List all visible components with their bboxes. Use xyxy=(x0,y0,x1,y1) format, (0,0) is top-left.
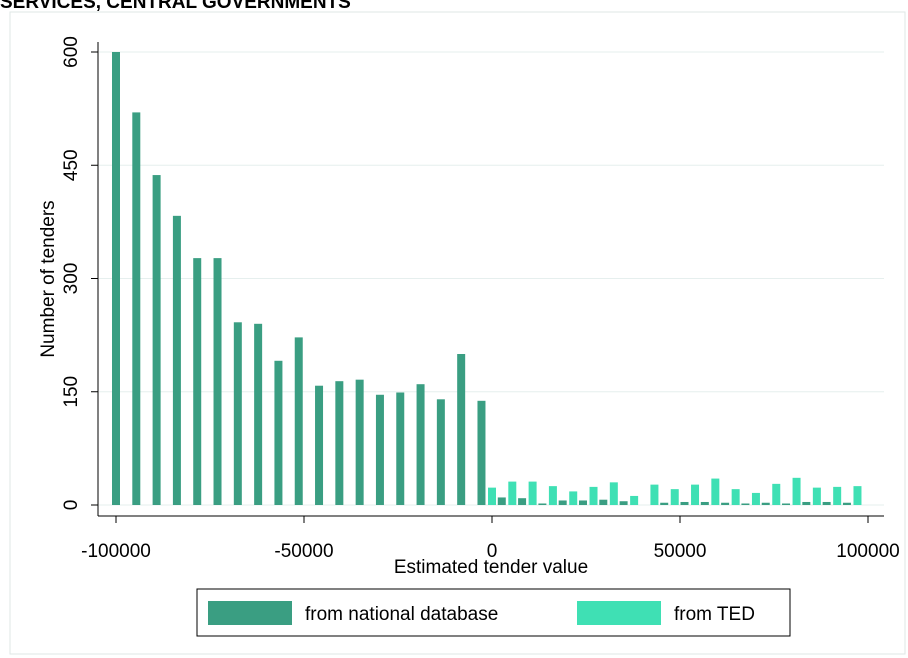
bar-national xyxy=(700,501,709,505)
bar-national xyxy=(396,392,405,505)
bar-national xyxy=(518,498,527,505)
bar-national xyxy=(538,503,547,505)
bar-national xyxy=(497,497,506,505)
bar-national xyxy=(375,394,384,505)
bar-ted xyxy=(508,481,517,505)
bar-ted xyxy=(488,487,496,505)
bar-ted xyxy=(650,484,659,505)
bar-national xyxy=(132,112,141,506)
legend: from national database from TED xyxy=(196,588,791,637)
bar-national xyxy=(213,258,222,505)
bar-national xyxy=(416,384,425,505)
x-tick-label: -50000 xyxy=(274,541,333,562)
y-tick-label: 300 xyxy=(61,263,82,295)
bar-ted xyxy=(772,483,781,505)
bar-national xyxy=(802,501,811,505)
bar-national xyxy=(274,360,283,505)
bar-national xyxy=(477,400,486,505)
bar-national xyxy=(761,502,770,505)
bar-ted xyxy=(833,486,842,505)
bar-ted xyxy=(630,495,639,505)
bar-national xyxy=(315,385,324,505)
bar-ted xyxy=(528,481,537,505)
legend-label-ted: from TED xyxy=(674,604,755,625)
bar-ted xyxy=(853,486,862,506)
legend-box xyxy=(196,588,791,637)
y-tick-label: 0 xyxy=(61,500,82,511)
bar-national xyxy=(335,381,344,505)
legend-label-national: from national database xyxy=(305,604,498,625)
bar-national xyxy=(558,500,567,505)
legend-swatch-ted xyxy=(577,601,661,625)
bar-national xyxy=(294,337,303,505)
y-tick-label: 600 xyxy=(61,36,82,68)
bar-ted xyxy=(670,489,679,505)
bar-national xyxy=(112,52,120,505)
bar-national xyxy=(172,215,181,505)
x-tick-label: -100000 xyxy=(81,541,151,562)
bar-ted xyxy=(711,478,720,505)
bar-national xyxy=(578,500,587,505)
bar-ted xyxy=(731,489,740,505)
bar-national xyxy=(660,502,669,505)
bar-ted xyxy=(609,482,618,505)
bar-ted xyxy=(812,487,821,505)
bar-national xyxy=(680,501,689,505)
bar-national xyxy=(152,175,161,505)
bar-national xyxy=(599,499,608,505)
bar-ted xyxy=(691,484,700,505)
x-axis-title: Estimated tender value xyxy=(394,557,588,578)
bar-national xyxy=(436,399,445,505)
bar-ted xyxy=(792,477,801,505)
bar-national xyxy=(619,501,628,505)
bar-national xyxy=(842,502,851,505)
legend-swatch-national xyxy=(208,601,292,625)
bar-ted xyxy=(751,492,760,505)
y-axis-title: Number of tenders xyxy=(38,200,59,357)
x-tick-label: 50000 xyxy=(654,541,707,562)
bar-national xyxy=(193,258,202,505)
y-tick-label: 450 xyxy=(61,149,82,181)
bar-national xyxy=(457,354,466,505)
page-title: SERVICES, CENTRAL GOVERNMENTS xyxy=(0,0,351,13)
bar-ted xyxy=(548,486,557,506)
ticks: 0 150 300 450 600 -100000 -50000 0 50000 100000 xyxy=(61,36,900,562)
bars xyxy=(112,52,862,506)
y-tick-label: 150 xyxy=(61,376,82,408)
bar-national xyxy=(822,501,831,505)
bar-national xyxy=(782,503,791,505)
bar-national xyxy=(254,323,263,505)
bar-national xyxy=(233,322,242,505)
bar-national xyxy=(721,502,730,505)
bar-national xyxy=(355,379,364,505)
x-tick-label: 0 xyxy=(487,541,498,562)
x-tick-label: 100000 xyxy=(836,541,899,562)
bar-ted xyxy=(569,491,578,505)
bar-ted xyxy=(589,486,598,505)
bar-national xyxy=(741,503,750,505)
